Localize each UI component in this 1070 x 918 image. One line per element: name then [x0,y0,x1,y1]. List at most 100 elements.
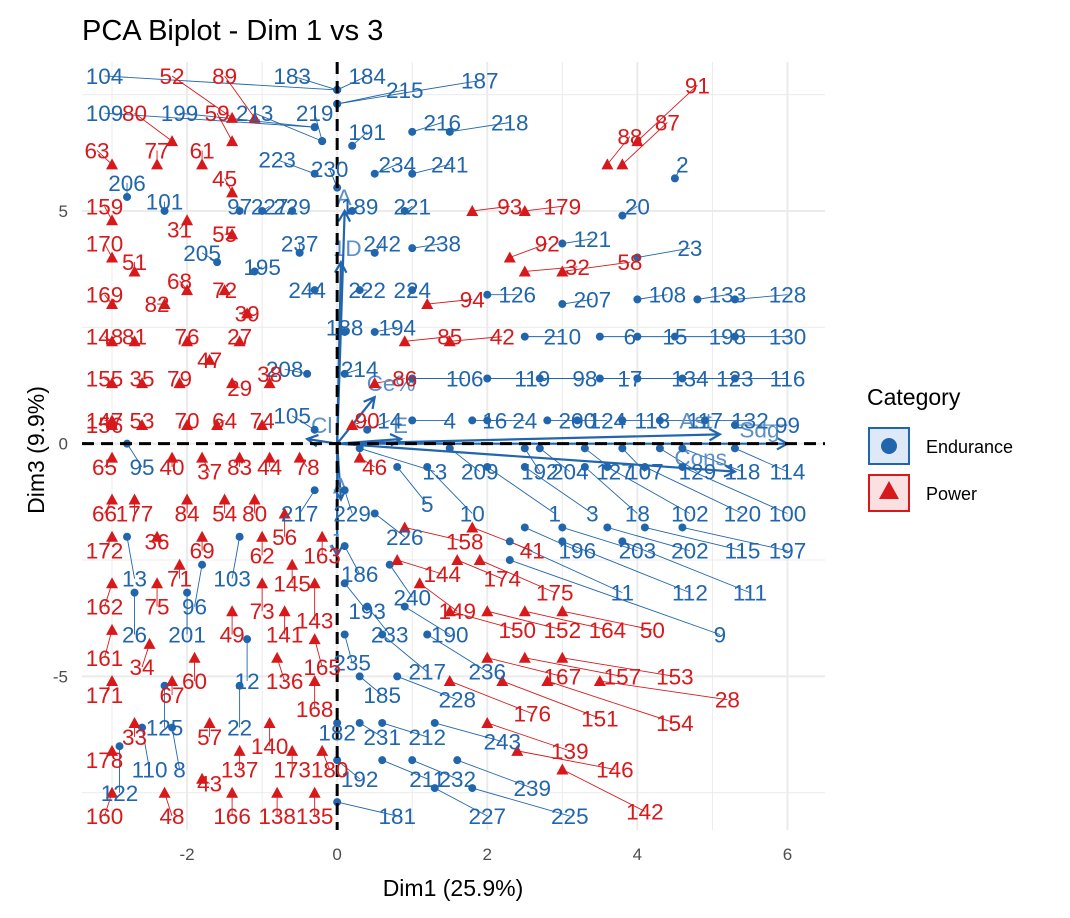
data-point-power [151,577,164,589]
y-tick-label: 5 [59,202,68,221]
data-point-power [226,786,239,798]
variable-arrow [337,433,720,445]
data-point-endurance [633,295,642,304]
data-point-power [518,651,531,663]
legend-item-endurance: Endurance [868,427,1013,465]
data-point-power [271,786,284,798]
data-point-endurance [130,588,139,597]
data-point-power [286,744,299,756]
data-point-endurance [520,462,529,471]
data-point-endurance [213,258,222,267]
point-label-endurance: 195 [243,255,281,280]
data-point-endurance [603,462,612,471]
label-connector [524,657,623,677]
point-label-endurance: 123 [716,367,754,392]
point-label-endurance: 217 [281,501,319,526]
point-label-endurance: 24 [512,408,537,433]
label-connector [644,527,743,552]
data-point-endurance [655,444,664,453]
label-connector [637,84,698,142]
data-point-endurance [408,756,417,765]
point-label-power: 176 [514,702,552,727]
point-label-power: 35 [130,367,155,392]
label-connector [254,112,323,142]
data-point-power [128,265,141,277]
point-label-power: 92 [535,232,560,257]
reference-lines [82,62,825,830]
label-connector [434,787,488,817]
point-label-endurance: 228 [438,688,476,713]
point-label-endurance: 23 [677,236,702,261]
point-label-endurance: 13 [422,460,447,485]
label-connector [366,606,391,635]
legend-title: Category [867,384,961,410]
data-point-endurance [558,300,567,309]
data-point-endurance [355,672,364,681]
data-point-endurance [730,374,739,383]
data-point-power [106,419,119,431]
point-label-power: 68 [167,269,192,294]
data-point-endurance [160,681,169,690]
x-tick-label: 4 [633,845,642,864]
point-label-endurance: 201 [168,623,206,648]
data-point-power [256,530,269,542]
point-label-endurance: 208 [266,357,304,382]
data-point-endurance [400,206,409,215]
data-point-endurance [160,206,169,215]
data-point-power [451,554,464,566]
data-point-power [541,675,554,687]
data-point-endurance [520,332,529,341]
point-label-power: 58 [617,250,642,275]
data-point-power [511,744,524,756]
data-point-endurance [198,560,207,569]
x-tick-label: 0 [332,845,341,864]
y-tick-label: 0 [59,435,68,454]
label-connector [524,448,541,472]
data-point-power [308,577,321,589]
data-point-endurance [483,416,492,425]
point-label-endurance: 229 [333,501,371,526]
x-tick-label: -2 [180,845,195,864]
point-label-power: 136 [266,669,304,694]
point-label-power: 81 [122,325,147,350]
data-point-power [158,298,171,310]
point-label-endurance: 16 [482,408,507,433]
data-point-power [556,605,569,617]
data-point-endurance [693,295,702,304]
label-connector [336,75,368,91]
data-point-endurance [558,523,567,532]
data-point-endurance [340,542,349,551]
data-point-power [106,577,119,589]
point-label-endurance: 231 [363,725,401,750]
label-connector [524,205,563,212]
point-label-power: 64 [212,408,237,433]
label-connector [427,298,473,305]
data-point-power [173,558,186,570]
legend-item-power: Power [868,474,977,512]
data-point-power [181,419,194,431]
x-tick-label: 2 [483,845,492,864]
label-connector [224,75,255,119]
data-point-power [556,265,569,277]
data-point-power [143,637,156,649]
data-point-endurance [670,174,679,183]
label-connector [562,527,638,552]
data-point-power [263,451,276,463]
data-point-endurance [453,756,462,765]
data-point-endurance [378,630,387,639]
label-connector [426,466,473,514]
point-label-power: 175 [536,581,574,606]
data-point-endurance [408,169,417,178]
data-point-endurance [408,416,417,425]
point-label-endurance: 121 [574,227,612,252]
point-label-power: 76 [175,325,200,350]
data-point-endurance [408,374,417,383]
point-label-endurance: 217 [408,660,446,685]
data-point-endurance [618,444,627,453]
point-label-endurance: 22 [227,716,252,741]
data-point-endurance [400,602,409,611]
data-point-endurance [355,286,364,295]
point-label-power: 77 [145,138,170,163]
point-label-endurance: 15 [662,325,687,350]
point-label-endurance: 227 [251,194,289,219]
